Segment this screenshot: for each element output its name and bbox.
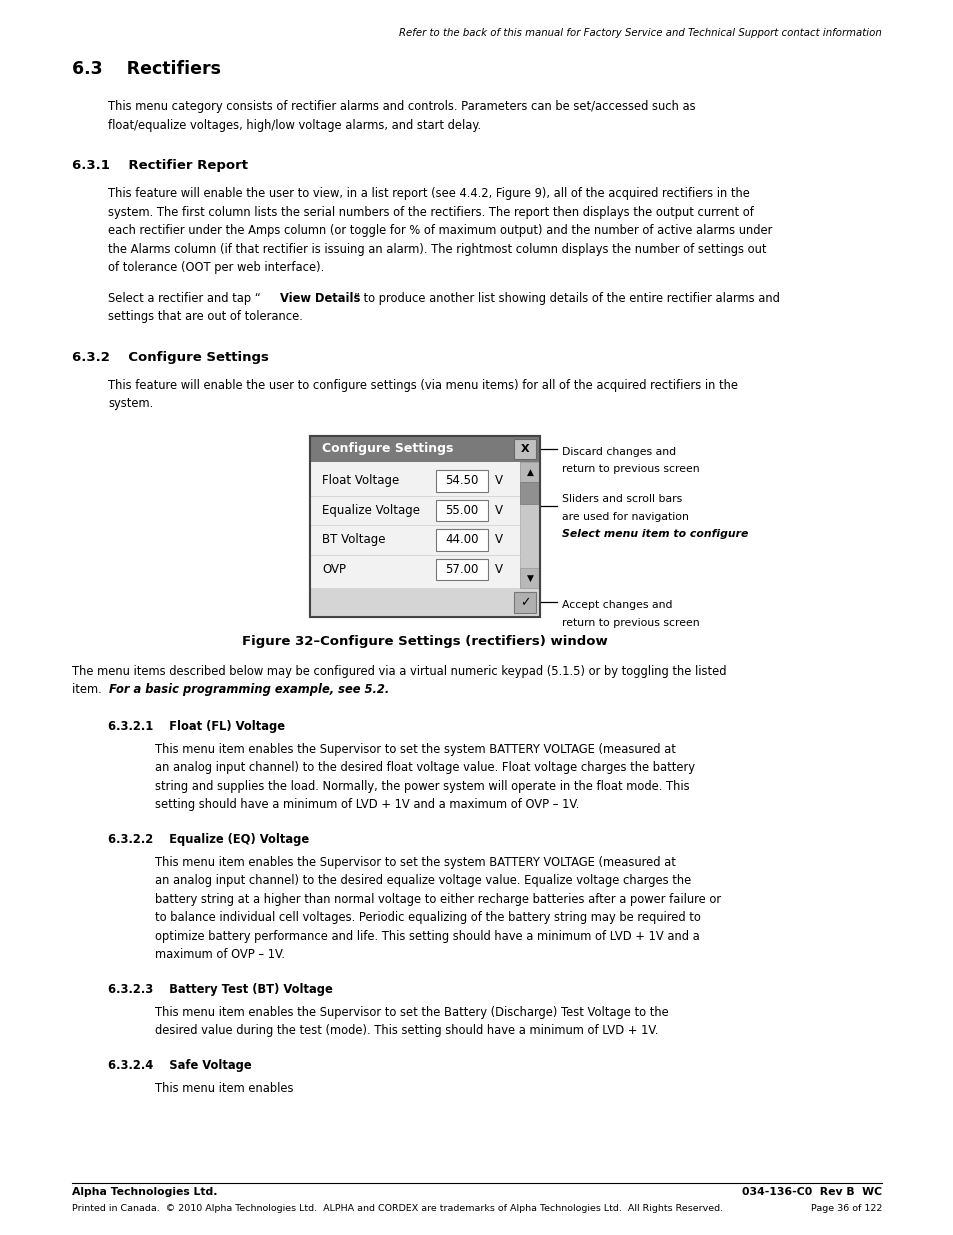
Text: Figure 32–Configure Settings (rectifiers) window: Figure 32–Configure Settings (rectifiers… (242, 635, 607, 647)
Text: This menu item enables: This menu item enables (154, 1082, 294, 1094)
Bar (310, 436, 539, 616)
Bar (519, 462, 539, 588)
Text: desired value during the test (mode). This setting should have a minimum of LVD : desired value during the test (mode). Th… (154, 1024, 658, 1037)
Text: Accept changes and: Accept changes and (561, 600, 672, 610)
Text: ▼: ▼ (526, 573, 533, 583)
Text: the Alarms column (if that rectifier is issuing an alarm). The rightmost column : the Alarms column (if that rectifier is … (108, 242, 765, 256)
Text: 6.3.2.4    Safe Voltage: 6.3.2.4 Safe Voltage (108, 1058, 252, 1072)
Bar (310, 436, 539, 462)
Text: This menu item enables the Supervisor to set the system BATTERY VOLTAGE (measure: This menu item enables the Supervisor to… (154, 856, 675, 868)
Bar (310, 588, 539, 616)
Text: Refer to the back of this manual for Factory Service and Technical Support conta: Refer to the back of this manual for Fac… (399, 28, 882, 38)
Text: return to previous screen: return to previous screen (561, 618, 699, 627)
Text: of tolerance (OOT per web interface).: of tolerance (OOT per web interface). (108, 261, 324, 274)
Text: Page 36 of 122: Page 36 of 122 (810, 1204, 882, 1213)
Text: return to previous screen: return to previous screen (561, 464, 699, 474)
Bar (514, 438, 536, 459)
Text: Float Voltage: Float Voltage (322, 474, 399, 488)
Text: Configure Settings: Configure Settings (322, 442, 453, 456)
Text: V: V (495, 474, 502, 488)
Text: maximum of OVP – 1V.: maximum of OVP – 1V. (154, 948, 285, 961)
Text: setting should have a minimum of LVD + 1V and a maximum of OVP – 1V.: setting should have a minimum of LVD + 1… (154, 798, 578, 811)
Text: 54.50: 54.50 (445, 474, 478, 488)
Text: to balance individual cell voltages. Periodic equalizing of the battery string m: to balance individual cell voltages. Per… (154, 911, 700, 924)
Text: BT Voltage: BT Voltage (322, 534, 385, 546)
Text: battery string at a higher than normal voltage to either recharge batteries afte: battery string at a higher than normal v… (154, 893, 720, 905)
Text: an analog input channel) to the desired equalize voltage value. Equalize voltage: an analog input channel) to the desired … (154, 874, 691, 887)
Text: X: X (520, 443, 529, 453)
Text: Select menu item to configure: Select menu item to configure (561, 530, 747, 540)
Text: 6.3.2.3    Battery Test (BT) Voltage: 6.3.2.3 Battery Test (BT) Voltage (108, 983, 333, 995)
Text: are used for navigation: are used for navigation (561, 511, 688, 522)
Text: This feature will enable the user to view, in a list report (see 4.4.2, Figure 9: This feature will enable the user to vie… (108, 186, 749, 200)
Text: system. The first column lists the serial numbers of the rectifiers. The report : system. The first column lists the seria… (108, 205, 753, 219)
Text: This feature will enable the user to configure settings (via menu items) for all: This feature will enable the user to con… (108, 378, 738, 391)
Text: Equalize Voltage: Equalize Voltage (322, 504, 419, 516)
Text: 6.3.2.1    Float (FL) Voltage: 6.3.2.1 Float (FL) Voltage (108, 720, 285, 732)
Text: OVP: OVP (322, 563, 346, 576)
Text: float/equalize voltages, high/low voltage alarms, and start delay.: float/equalize voltages, high/low voltag… (108, 119, 480, 131)
Text: 6.3.1    Rectifier Report: 6.3.1 Rectifier Report (71, 159, 248, 172)
Text: item.: item. (71, 683, 105, 697)
Text: V: V (495, 534, 502, 546)
Text: each rectifier under the Amps column (or toggle for % of maximum output) and the: each rectifier under the Amps column (or… (108, 224, 772, 237)
Bar (436, 558, 488, 580)
Text: 6.3.2    Configure Settings: 6.3.2 Configure Settings (71, 351, 269, 363)
Bar (519, 568, 539, 588)
Text: For a basic programming example, see 5.2.: For a basic programming example, see 5.2… (109, 683, 389, 697)
Text: V: V (495, 563, 502, 576)
Text: Discard changes and: Discard changes and (561, 447, 676, 457)
Text: 55.00: 55.00 (445, 504, 478, 516)
Text: ✓: ✓ (519, 595, 530, 609)
Bar (436, 471, 488, 492)
Text: Select a rectifier and tap “: Select a rectifier and tap “ (108, 291, 260, 305)
Text: 57.00: 57.00 (445, 563, 478, 576)
Bar (514, 592, 536, 613)
Text: This menu category consists of rectifier alarms and controls. Parameters can be : This menu category consists of rectifier… (108, 100, 695, 112)
Text: Alpha Technologies Ltd.: Alpha Technologies Ltd. (71, 1187, 217, 1197)
Text: 6.3    Rectifiers: 6.3 Rectifiers (71, 61, 221, 78)
Text: Sliders and scroll bars: Sliders and scroll bars (561, 494, 681, 504)
Text: ” to produce another list showing details of the entire rectifier alarms and: ” to produce another list showing detail… (354, 291, 779, 305)
Bar (519, 462, 539, 482)
Text: Printed in Canada.  © 2010 Alpha Technologies Ltd.  ALPHA and CORDEX are tradema: Printed in Canada. © 2010 Alpha Technolo… (71, 1204, 722, 1213)
Text: system.: system. (108, 396, 153, 410)
Bar (436, 529, 488, 551)
Text: 44.00: 44.00 (445, 534, 478, 546)
Text: The menu items described below may be configured via a virtual numeric keypad (5: The menu items described below may be co… (71, 664, 726, 678)
Bar (310, 436, 539, 616)
Text: V: V (495, 504, 502, 516)
Text: View Details: View Details (280, 291, 360, 305)
Text: 034-136-C0  Rev B  WC: 034-136-C0 Rev B WC (741, 1187, 882, 1197)
Bar (436, 499, 488, 521)
Text: This menu item enables the Supervisor to set the Battery (Discharge) Test Voltag: This menu item enables the Supervisor to… (154, 1005, 668, 1019)
Bar (519, 482, 539, 504)
Text: ▲: ▲ (526, 468, 533, 477)
Bar (310, 462, 519, 588)
Text: settings that are out of tolerance.: settings that are out of tolerance. (108, 310, 302, 324)
Text: This menu item enables the Supervisor to set the system BATTERY VOLTAGE (measure: This menu item enables the Supervisor to… (154, 742, 675, 756)
Text: optimize battery performance and life. This setting should have a minimum of LVD: optimize battery performance and life. T… (154, 930, 699, 942)
Text: string and supplies the load. Normally, the power system will operate in the flo: string and supplies the load. Normally, … (154, 779, 689, 793)
Text: 6.3.2.2    Equalize (EQ) Voltage: 6.3.2.2 Equalize (EQ) Voltage (108, 832, 309, 846)
Text: an analog input channel) to the desired float voltage value. Float voltage charg: an analog input channel) to the desired … (154, 761, 695, 774)
